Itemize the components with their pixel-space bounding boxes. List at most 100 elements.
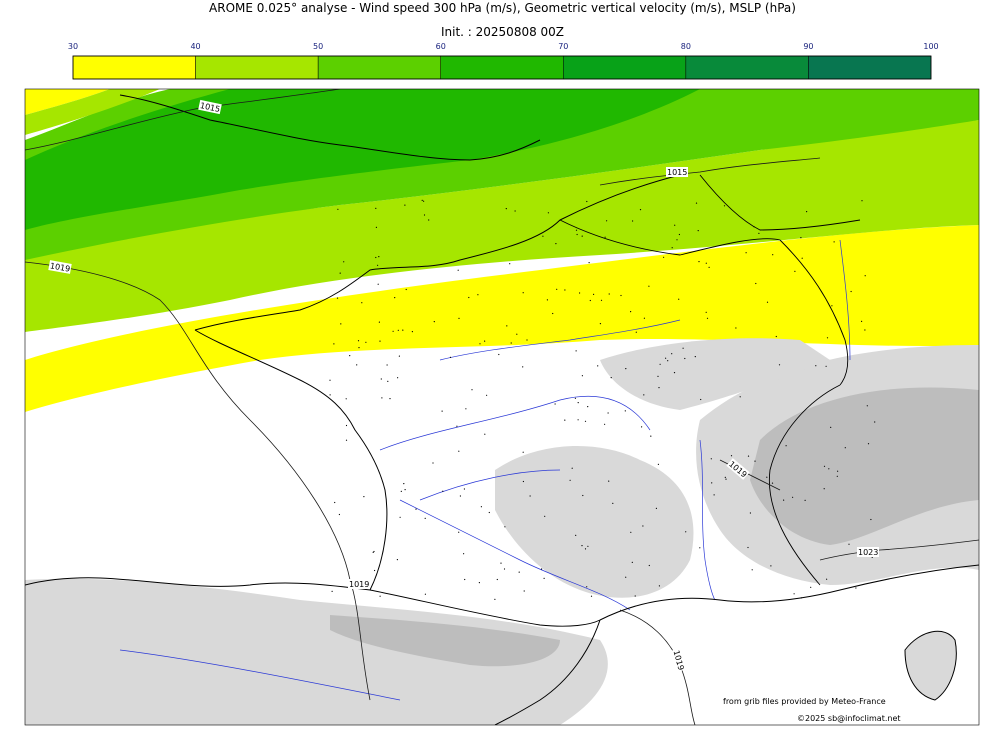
- vertical-velocity-dot: [456, 425, 458, 427]
- isobar-1023: [819, 539, 979, 561]
- vertical-velocity-dot: [423, 214, 426, 216]
- river-dordogne: [419, 469, 561, 501]
- river-rhine: [839, 239, 851, 361]
- vertical-velocity-dot: [643, 394, 645, 396]
- vertical-velocity-dot: [806, 211, 808, 213]
- vertical-velocity-dot: [599, 323, 602, 325]
- wind-band-60-70: [25, 89, 700, 230]
- vertical-velocity-dot: [424, 593, 426, 595]
- vertical-velocity-dot: [333, 343, 335, 345]
- vertical-velocity-dot: [815, 365, 817, 367]
- vertical-velocity-dot: [463, 553, 465, 555]
- vertical-velocity-dot: [402, 329, 404, 331]
- vertical-velocity-dot: [864, 329, 866, 331]
- vertical-velocity-dot: [678, 233, 681, 236]
- vertical-velocity-dot: [667, 360, 669, 362]
- vertical-velocity-dot: [340, 323, 342, 325]
- vertical-velocity-dot: [564, 289, 566, 291]
- terrain-corsica-top: [905, 631, 957, 700]
- vertical-velocity-dot: [331, 590, 333, 593]
- vertical-velocity-dot: [648, 285, 650, 287]
- wind-band-40-50: [25, 120, 979, 332]
- init-time: Init. : 20250808 00Z: [440, 25, 565, 39]
- vertical-velocity-dot: [459, 495, 461, 497]
- vertical-velocity-dot: [758, 232, 760, 234]
- vertical-velocity-dot: [639, 209, 642, 211]
- vertical-velocity-dot: [650, 435, 652, 437]
- vertical-velocity-dot: [363, 496, 365, 498]
- river-loire: [379, 395, 651, 451]
- vertical-velocity-dot: [597, 365, 599, 367]
- vertical-velocity-dot: [405, 288, 407, 291]
- vertical-velocity-dot: [378, 321, 380, 323]
- vertical-velocity-dot: [500, 562, 502, 564]
- vertical-velocity-dot: [755, 282, 757, 285]
- vertical-velocity-dot: [771, 482, 774, 484]
- vertical-velocity-dot: [465, 408, 467, 410]
- vertical-velocity-dot: [541, 568, 543, 570]
- vertical-velocity-dot: [381, 397, 383, 399]
- vertical-velocity-dot: [432, 462, 434, 464]
- vertical-velocity-dot: [372, 551, 374, 554]
- vertical-velocity-dot: [864, 275, 866, 277]
- vertical-velocity-dot: [648, 564, 650, 567]
- vertical-velocity-dot: [504, 526, 506, 528]
- vertical-velocity-dot: [522, 292, 524, 294]
- vertical-velocity-dot: [828, 468, 830, 470]
- vertical-velocity-dot: [399, 516, 401, 518]
- vertical-velocity-dot: [836, 475, 838, 477]
- isobar-label: 1019: [349, 580, 369, 589]
- vertical-velocity-dot: [403, 483, 405, 485]
- vertical-velocity-dot: [581, 375, 584, 377]
- wind-band-40-50-north: [25, 89, 160, 135]
- vertical-velocity-dot: [379, 340, 381, 342]
- vertical-velocity-dot: [386, 364, 388, 366]
- border-france-germany: [779, 239, 849, 386]
- vertical-velocity-dot: [682, 347, 684, 349]
- vertical-velocity-dot: [389, 398, 391, 400]
- vertical-velocity-dot: [329, 394, 331, 396]
- coastline-corsica: [904, 630, 957, 701]
- vertical-velocity-dot: [574, 397, 577, 399]
- vertical-velocity-dot: [394, 297, 396, 299]
- vertical-velocity-dot: [663, 256, 665, 258]
- colorbar-tick-label: 50: [313, 42, 323, 51]
- vertical-velocity-dot: [522, 451, 524, 453]
- vertical-velocity-dot: [421, 199, 423, 201]
- colorbar-tick-label: 70: [558, 42, 568, 51]
- vertical-velocity-dot: [587, 406, 589, 408]
- vertical-velocity-dot: [584, 548, 587, 550]
- vertical-velocity-dot: [579, 292, 581, 294]
- vertical-velocity-dot: [706, 317, 709, 319]
- vertical-velocity-dot: [747, 546, 749, 549]
- coastline-channel-france: [194, 174, 681, 331]
- river-seine: [439, 319, 681, 361]
- vertical-velocity-dot: [547, 212, 550, 214]
- vertical-velocity-dot: [577, 419, 579, 421]
- vertical-velocity-dot: [665, 357, 667, 359]
- vertical-velocity-dot: [471, 389, 473, 391]
- terrain-pyrenees-high: [330, 615, 560, 667]
- vertical-velocity-dot: [569, 479, 571, 481]
- vertical-velocity-dot: [477, 294, 479, 296]
- vertical-velocity-dot: [861, 200, 863, 202]
- vertical-velocity-dot: [606, 220, 608, 222]
- vertical-velocity-dot: [730, 455, 733, 457]
- border-france-switzerland-italy: [768, 384, 841, 586]
- vertical-velocity-dot: [337, 208, 339, 210]
- colorbar-tick-label: 100: [923, 42, 938, 51]
- vertical-velocity-dot: [588, 262, 590, 264]
- vertical-velocity-dot: [749, 512, 752, 514]
- vertical-velocity-dot: [635, 331, 637, 333]
- vertical-velocity-dot: [433, 321, 435, 323]
- vertical-velocity-dot: [810, 586, 812, 588]
- vertical-velocity-dot: [484, 340, 486, 342]
- vertical-velocity-dot: [488, 511, 490, 514]
- coastline-iberia-east: [494, 619, 601, 725]
- vertical-velocity-dot: [676, 239, 678, 241]
- vertical-velocity-dot: [336, 297, 339, 299]
- vertical-velocity-dot: [870, 518, 872, 521]
- colorbar-frame: [72, 55, 932, 80]
- vertical-velocity-dot: [564, 419, 566, 421]
- vertical-velocity-dot: [428, 219, 430, 221]
